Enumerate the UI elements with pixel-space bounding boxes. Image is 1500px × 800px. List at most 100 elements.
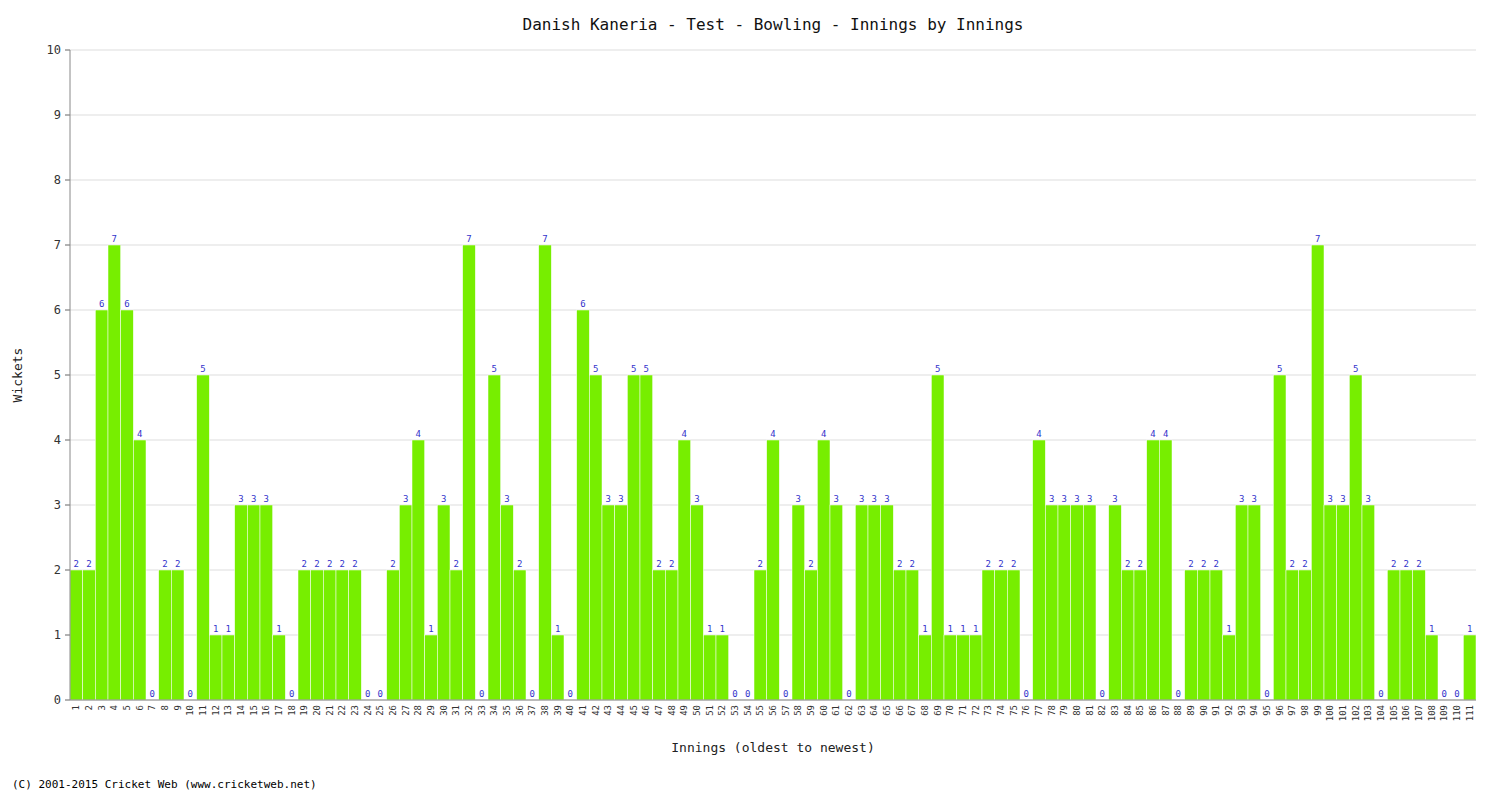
x-tick-label: 59 xyxy=(806,705,816,716)
x-tick-label: 1 xyxy=(71,705,81,710)
bar xyxy=(1159,440,1172,700)
y-tick-label: 7 xyxy=(54,238,61,252)
data-label: 1 xyxy=(948,624,953,634)
x-tick-label: 81 xyxy=(1085,705,1095,716)
x-tick-label: 86 xyxy=(1148,705,1158,716)
y-tick xyxy=(65,115,70,116)
x-tick-label: 4 xyxy=(109,705,119,710)
data-label: 5 xyxy=(935,364,940,374)
x-tick-label: 96 xyxy=(1275,705,1285,716)
x-tick-label: 10 xyxy=(185,705,195,716)
x-tick-label: 50 xyxy=(692,705,702,716)
y-tick xyxy=(65,50,70,51)
bar xyxy=(1349,375,1362,700)
data-label: 2 xyxy=(352,559,357,569)
x-tick-label: 12 xyxy=(211,705,221,716)
x-tick-label: 21 xyxy=(325,705,335,716)
x-tick-label: 49 xyxy=(679,705,689,716)
bar xyxy=(678,440,691,700)
x-tick-label: 53 xyxy=(730,705,740,716)
y-tick-label: 10 xyxy=(47,43,61,57)
bar xyxy=(1337,505,1350,700)
data-label: 3 xyxy=(403,494,408,504)
data-label: 7 xyxy=(1315,234,1320,244)
x-tick-label: 31 xyxy=(451,705,461,716)
x-tick-label: 22 xyxy=(337,705,347,716)
bar xyxy=(691,505,704,700)
x-tick-label: 2 xyxy=(84,705,94,710)
data-label: 0 xyxy=(846,689,851,699)
x-tick-label: 16 xyxy=(261,705,271,716)
data-label: 3 xyxy=(504,494,509,504)
grid-line xyxy=(70,245,1476,246)
y-tick xyxy=(65,245,70,246)
x-tick-label: 6 xyxy=(135,705,145,710)
bar xyxy=(1248,505,1261,700)
y-tick xyxy=(65,635,70,636)
bar xyxy=(488,375,501,700)
bar xyxy=(805,570,818,700)
bar xyxy=(589,375,602,700)
x-tick-label: 32 xyxy=(464,705,474,716)
bar xyxy=(311,570,324,700)
x-tick-label: 55 xyxy=(755,705,765,716)
data-label: 2 xyxy=(74,559,79,569)
data-label: 2 xyxy=(1391,559,1396,569)
data-label: 3 xyxy=(1340,494,1345,504)
x-tick-label: 8 xyxy=(160,705,170,710)
data-label: 0 xyxy=(1176,689,1181,699)
y-tick-label: 3 xyxy=(54,498,61,512)
bar xyxy=(121,310,134,700)
bar xyxy=(425,635,438,700)
data-label: 2 xyxy=(1125,559,1130,569)
x-tick-label: 36 xyxy=(515,705,525,716)
bar xyxy=(615,505,628,700)
data-label: 2 xyxy=(1138,559,1143,569)
bar xyxy=(577,310,590,700)
data-label: 0 xyxy=(1264,689,1269,699)
x-tick-label: 92 xyxy=(1224,705,1234,716)
x-tick-label: 104 xyxy=(1376,705,1386,721)
x-tick-label: 69 xyxy=(933,705,943,716)
data-label: 0 xyxy=(365,689,370,699)
x-tick-label: 26 xyxy=(388,705,398,716)
x-tick-label: 46 xyxy=(641,705,651,716)
data-label: 4 xyxy=(416,429,421,439)
x-tick-label: 80 xyxy=(1072,705,1082,716)
data-label: 0 xyxy=(530,689,535,699)
bar xyxy=(1045,505,1058,700)
x-tick-label: 37 xyxy=(527,705,537,716)
y-tick-label: 8 xyxy=(54,173,61,187)
bar xyxy=(539,245,552,700)
x-tick-label: 79 xyxy=(1059,705,1069,716)
y-tick xyxy=(65,700,70,701)
y-tick-label: 4 xyxy=(54,433,61,447)
bar xyxy=(412,440,425,700)
data-label: 0 xyxy=(289,689,294,699)
data-label: 3 xyxy=(1366,494,1371,504)
data-label: 6 xyxy=(580,299,585,309)
x-tick-label: 24 xyxy=(363,705,373,716)
data-label: 3 xyxy=(884,494,889,504)
data-label: 5 xyxy=(200,364,205,374)
bar xyxy=(640,375,653,700)
bar xyxy=(1197,570,1210,700)
bar xyxy=(336,570,349,700)
grid-line xyxy=(70,700,1476,701)
bar xyxy=(653,570,666,700)
data-label: 3 xyxy=(606,494,611,504)
x-tick-label: 18 xyxy=(287,705,297,716)
bar xyxy=(501,505,514,700)
data-label: 1 xyxy=(428,624,433,634)
x-tick-label: 60 xyxy=(819,705,829,716)
x-tick-label: 3 xyxy=(97,705,107,710)
bar xyxy=(247,505,260,700)
bar xyxy=(133,440,146,700)
bar xyxy=(1058,505,1071,700)
x-tick-label: 109 xyxy=(1439,705,1449,721)
x-tick-label: 66 xyxy=(895,705,905,716)
y-tick xyxy=(65,440,70,441)
bar xyxy=(387,570,400,700)
y-tick xyxy=(65,505,70,506)
data-label: 0 xyxy=(745,689,750,699)
